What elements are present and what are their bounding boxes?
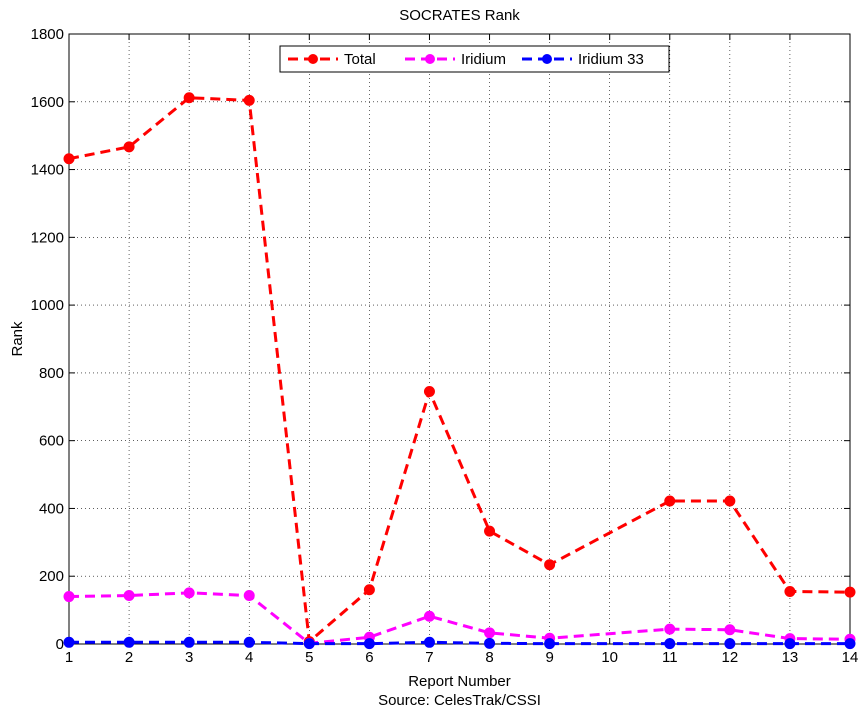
legend-label: Iridium 33 [578,51,644,68]
y-tick-label: 1600 [31,94,64,111]
x-tick-label: 5 [305,649,313,666]
y-tick-label: 200 [39,568,64,585]
series-iridium-33 [63,636,856,650]
y-tick-label: 600 [39,433,64,450]
data-point-total [123,141,135,153]
y-tick-label: 1000 [31,297,64,314]
grid [69,34,850,644]
data-point-iridium [63,591,75,603]
data-point-total [423,386,435,398]
legend-item-iridium-33: Iridium 33 [522,51,644,68]
data-point-iridium-33 [423,636,435,648]
x-tick-label: 10 [601,649,618,666]
data-point-total [63,153,75,165]
x-tick-label: 14 [842,649,859,666]
data-point-total [844,586,856,598]
legend-item-total: Total [288,51,376,68]
chart-title: SOCRATES Rank [399,7,520,24]
x-tick-label: 12 [722,649,739,666]
data-point-iridium [484,627,496,639]
data-point-iridium-33 [303,638,315,650]
x-tick-label: 4 [245,649,253,666]
y-tick-label: 400 [39,500,64,517]
x-tick-label: 7 [425,649,433,666]
legend-box [279,45,670,73]
data-point-iridium-33 [123,636,135,648]
data-point-iridium-33 [363,638,375,650]
data-point-total [784,585,796,597]
data-point-total [484,525,496,537]
data-point-iridium-33 [243,636,255,648]
legend-item-iridium: Iridium [405,51,506,68]
legend-label: Total [344,51,376,68]
series-group [63,92,856,650]
data-point-total [664,495,676,507]
data-point-iridium [664,623,676,635]
data-point-total [363,584,375,596]
data-point-iridium-33 [544,638,556,650]
x-tick-label: 13 [782,649,799,666]
data-point-iridium [243,590,255,602]
y-tick-label: 800 [39,365,64,382]
data-point-total [243,94,255,106]
x-tick-label: 6 [365,649,373,666]
legend-swatch-marker [425,54,435,64]
x-axis-title: Report Number [408,673,511,690]
data-point-iridium-33 [183,636,195,648]
data-point-iridium-33 [664,638,676,650]
x-tick-label: 2 [125,649,133,666]
x-tick-label: 8 [485,649,493,666]
data-point-iridium-33 [484,637,496,649]
series-total [63,92,856,648]
data-point-iridium-33 [63,636,75,648]
y-tick-label: 1400 [31,162,64,179]
data-point-iridium-33 [844,638,856,650]
data-point-iridium [724,624,736,636]
x-tick-label: 9 [545,649,553,666]
axis-ticks: 1 2 3 4 5 6 7 8 9 10 11 12 13 14020040060080010001200… [31,26,859,666]
data-point-total [724,495,736,507]
legend-swatch-marker [542,54,552,64]
data-point-iridium-33 [784,638,796,650]
legend-swatch-marker [308,54,318,64]
data-point-total [183,92,195,104]
y-tick-label: 1200 [31,229,64,246]
data-point-total [544,559,556,571]
data-point-iridium [423,610,435,622]
legend: Total Iridium Iridium 33 [279,45,670,73]
x-tick-label: 1 [65,649,73,666]
data-point-iridium [183,587,195,599]
legend-label: Iridium [461,51,506,68]
x-tick-label: 11 [662,649,678,666]
x-tick-label: 3 [185,649,193,666]
y-tick-label: 1800 [31,26,64,43]
source-note: Source: CelesTrak/CSSI [378,692,541,709]
data-point-iridium [123,590,135,602]
data-point-iridium-33 [724,638,736,650]
y-axis-title: Rank [9,321,26,357]
y-tick-label: 0 [56,636,64,653]
